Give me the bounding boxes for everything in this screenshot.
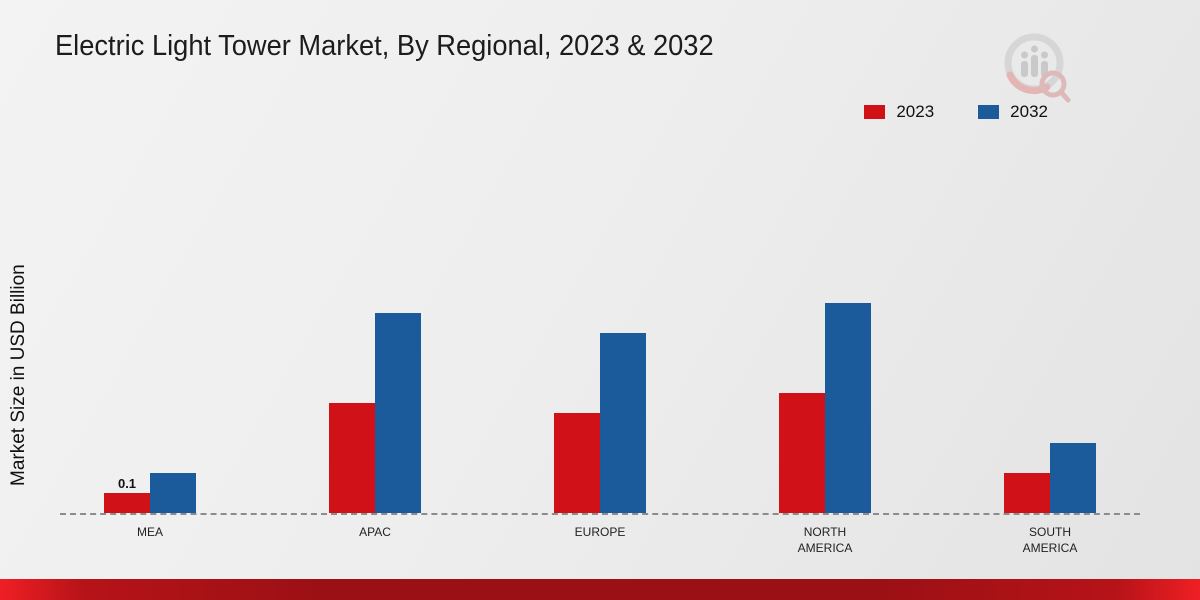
bar-group-europe	[550, 333, 650, 513]
bar-2023-apac	[329, 403, 375, 513]
bar-group-mea: 0.1	[100, 473, 200, 513]
category-labels: MEA APAC EUROPE NORTH AMERICA SOUTH AMERICA	[60, 524, 1140, 556]
bar-group-north-america	[775, 303, 875, 513]
category-label-north-america: NORTH AMERICA	[797, 525, 853, 556]
legend-item-2032: 2032	[978, 102, 1048, 122]
bar-2032-south-america	[1050, 443, 1096, 513]
bar-2032-north-america	[825, 303, 871, 513]
category-label-apac: APAC	[359, 525, 391, 539]
legend-label: 2032	[1010, 102, 1048, 121]
bar-group-south-america	[1000, 443, 1100, 513]
bar-2032-europe	[600, 333, 646, 513]
bar-2023-europe	[554, 413, 600, 513]
category-label-south-america: SOUTH AMERICA	[1022, 525, 1078, 556]
y-axis-label: Market Size in USD Billion	[8, 264, 29, 486]
bar-value-label: 0.1	[117, 476, 137, 491]
bar-group-apac	[325, 313, 425, 513]
bar-2023-south-america	[1004, 473, 1050, 513]
category-label-europe: EUROPE	[574, 525, 626, 539]
bar-2032-apac	[375, 313, 421, 513]
legend-item-2023: 2023	[864, 102, 934, 122]
bar-2023-mea: 0.1	[104, 476, 150, 513]
category-label-mea: MEA	[136, 525, 163, 539]
legend-swatch-icon	[864, 105, 886, 119]
brand-logo-icon	[997, 28, 1075, 113]
bar-2023-north-america	[779, 393, 825, 513]
legend-label: 2023	[896, 102, 935, 121]
footer-bar	[0, 579, 1200, 600]
plot-area: 0.1	[60, 150, 1140, 515]
chart-title: Electric Light Tower Market, By Regional…	[55, 30, 714, 62]
bar-2032-mea	[150, 473, 196, 513]
legend: 2023 2032	[864, 102, 1048, 122]
legend-swatch-icon	[978, 105, 1000, 119]
